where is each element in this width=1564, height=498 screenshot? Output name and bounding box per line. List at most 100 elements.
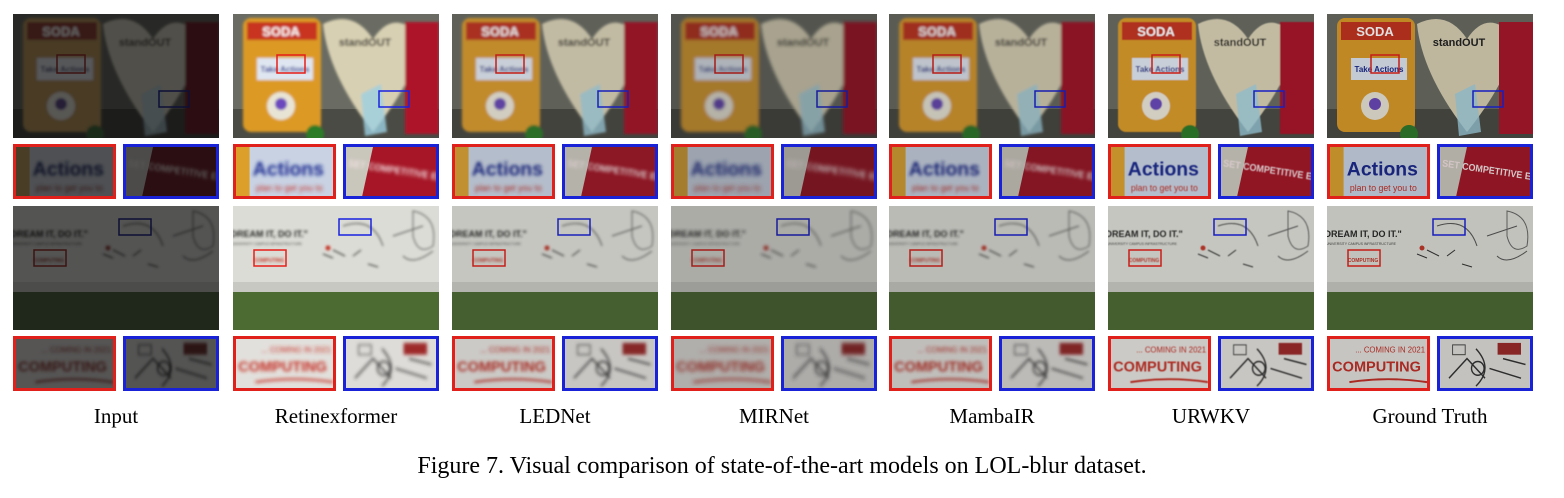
heart-text: standOUT [777,37,830,49]
scene2-image: "DREAM IT, DO IT." UNIVERSITY CAMPUS INF… [233,206,439,330]
method-label: URWKV [1171,404,1251,428]
can-text: SODA [262,24,300,39]
scene1-red-crop: Actions plan to get you to [13,144,116,199]
heart-text: standOUT [1433,37,1486,49]
scene1-red-crop: Actions plan to get you to [233,144,336,199]
method-label: MambaIR [949,404,1035,428]
wall-red: COMPUTING [254,258,285,264]
scene2-blue-crop [1437,336,1533,391]
scene2-image: "DREAM IT, DO IT." UNIVERSITY CAMPUS INF… [13,206,219,330]
wall-sub: UNIVERSITY CAMPUS INFRASTRUCTURE [452,242,522,246]
crop-red-sub: plan to get you to [1350,183,1417,193]
wall-sub: UNIVERSITY CAMPUS INFRASTRUCTURE [13,242,83,246]
crop-red-computing: COMPUTING [894,359,983,375]
scene2-red-crop: ... COMING IN 2021 COMPUTING [13,336,116,391]
heart-text: standOUT [995,37,1048,49]
crop-red-top: ... COMING IN 2021 [699,346,769,355]
crop-red-top: ... COMING IN 2021 [480,346,550,355]
can-text: SODA [700,24,738,39]
sign-text: Take Actions [699,65,748,74]
heart-text: standOUT [1214,37,1267,49]
scene2-image: "DREAM IT, DO IT." UNIVERSITY CAMPUS INF… [671,206,877,330]
scene2-image: "DREAM IT, DO IT." UNIVERSITY CAMPUS INF… [889,206,1095,330]
crop-red-computing: COMPUTING [18,359,107,375]
can-text: SODA [1356,24,1394,39]
crop-red-computing: COMPUTING [676,359,765,375]
method-label: Ground Truth [1372,404,1488,428]
scene1-image: SODA Take Actions standOUT [1108,14,1314,138]
scene1-blue-crop: SET COMPETITIVE EDGE [562,144,658,199]
scene1-image: SODA Take Actions standOUT [13,14,219,138]
wall-sub: UNIVERSITY CAMPUS INFRASTRUCTURE [1108,242,1178,246]
can-text: SODA [42,24,80,39]
heart-text: standOUT [558,37,611,49]
scene2-image: "DREAM IT, DO IT." UNIVERSITY CAMPUS INF… [1327,206,1533,330]
scene1-blue-crop: SET COMPETITIVE EDGE [781,144,877,199]
wall-sub: UNIVERSITY CAMPUS INFRASTRUCTURE [671,242,741,246]
wall-title: "DREAM IT, DO IT." [452,229,527,239]
heart-text: standOUT [119,37,172,49]
scene2-blue-crop [123,336,219,391]
wall-red: COMPUTING [1348,258,1379,264]
scene2-image: "DREAM IT, DO IT." UNIVERSITY CAMPUS INF… [1108,206,1314,330]
wall-red: COMPUTING [1129,258,1160,264]
wall-title: "DREAM IT, DO IT." [1327,229,1402,239]
wall-title: "DREAM IT, DO IT." [1108,229,1183,239]
sign-text: Take Actions [261,65,310,74]
crop-red-sub: plan to get you to [912,183,979,193]
sign-text: Take Actions [1136,65,1185,74]
crop-red-text: Actions [909,158,980,180]
crop-red-sub: plan to get you to [256,183,323,193]
wall-sub: UNIVERSITY CAMPUS INFRASTRUCTURE [233,242,303,246]
scene2-blue-crop [343,336,439,391]
crop-red-computing: COMPUTING [1113,359,1202,375]
scene1-image: SODA Take Actions standOUT [889,14,1095,138]
scene1-image: SODA Take Actions standOUT [452,14,658,138]
wall-red: COMPUTING [473,258,504,264]
scene1-red-crop: Actions plan to get you to [452,144,555,199]
crop-red-text: Actions [1347,158,1418,180]
scene2-blue-crop [562,336,658,391]
crop-red-sub: plan to get you to [36,183,103,193]
wall-sub: UNIVERSITY CAMPUS INFRASTRUCTURE [1327,242,1397,246]
scene2-red-crop: ... COMING IN 2021 COMPUTING [233,336,336,391]
crop-red-top: ... COMING IN 2021 [1355,346,1425,355]
figure-caption: Figure 7. Visual comparison of state-of-… [417,453,1147,479]
scene2-image: "DREAM IT, DO IT." UNIVERSITY CAMPUS INF… [452,206,658,330]
method-label: Input [93,404,139,428]
scene2-blue-crop [1218,336,1314,391]
scene1-image: SODA Take Actions standOUT [671,14,877,138]
scene1-blue-crop: SET COMPETITIVE EDGE [999,144,1095,199]
wall-title: "DREAM IT, DO IT." [13,229,88,239]
scene1-blue-crop: SET COMPETITIVE EDGE [1218,144,1314,199]
scene1-red-crop: Actions plan to get you to [1108,144,1211,199]
wall-red: COMPUTING [910,258,941,264]
wall-title: "DREAM IT, DO IT." [671,229,746,239]
method-label: Retinexformer [274,404,398,428]
crop-red-sub: plan to get you to [694,183,761,193]
crop-red-text: Actions [253,158,324,180]
scene1-blue-crop: SET COMPETITIVE EDGE [123,144,219,199]
sign-text: Take Actions [1355,65,1404,74]
crop-red-top: ... COMING IN 2021 [261,346,331,355]
crop-red-computing: COMPUTING [1332,359,1421,375]
crop-red-text: Actions [691,158,762,180]
crop-red-top: ... COMING IN 2021 [41,346,111,355]
wall-sub: UNIVERSITY CAMPUS INFRASTRUCTURE [889,242,959,246]
wall-title: "DREAM IT, DO IT." [233,229,308,239]
sign-text: Take Actions [480,65,529,74]
scene1-red-crop: Actions plan to get you to [671,144,774,199]
crop-red-computing: COMPUTING [457,359,546,375]
can-text: SODA [1137,24,1175,39]
sign-text: Take Actions [917,65,966,74]
crop-red-text: Actions [33,158,104,180]
scene2-red-crop: ... COMING IN 2021 COMPUTING [1327,336,1430,391]
scene2-red-crop: ... COMING IN 2021 COMPUTING [452,336,555,391]
sign-text: Take Actions [41,65,90,74]
crop-red-top: ... COMING IN 2021 [917,346,987,355]
scene1-blue-crop: SET COMPETITIVE EDGE [343,144,439,199]
method-label: LEDNet [519,404,591,428]
scene2-red-crop: ... COMING IN 2021 COMPUTING [1108,336,1211,391]
crop-red-computing: COMPUTING [238,359,327,375]
crop-red-sub: plan to get you to [1131,183,1198,193]
